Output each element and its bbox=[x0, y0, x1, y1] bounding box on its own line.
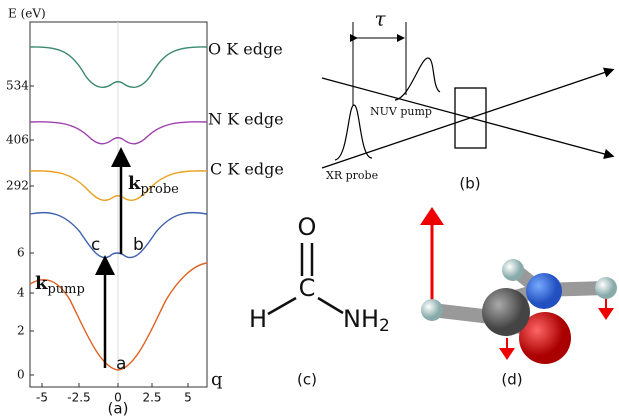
y-tick-label: 0 bbox=[17, 368, 25, 382]
point-label: a bbox=[116, 354, 126, 374]
x-tick-label: -2.5 bbox=[67, 391, 90, 405]
y-tick-label: 6 bbox=[17, 246, 25, 260]
atom-label: H bbox=[249, 305, 267, 333]
y-tick-label: 2 bbox=[17, 324, 25, 338]
probe-symbol: k bbox=[128, 173, 141, 194]
y-tick-label: 292 bbox=[6, 179, 29, 193]
atom-subscript: 2 bbox=[379, 316, 390, 336]
x-tick-label: 0 bbox=[114, 391, 122, 405]
pump-label: NUV pump bbox=[370, 105, 432, 118]
edge-label: N K edge bbox=[208, 110, 284, 129]
atom-o bbox=[519, 312, 571, 364]
edge-label: O K edge bbox=[208, 40, 283, 59]
caption: (a) bbox=[108, 400, 129, 418]
beam bbox=[321, 77, 615, 159]
panel-c: O C H NH2 (c) bbox=[249, 213, 390, 389]
y-axis-label: E (eV) bbox=[8, 7, 46, 21]
pump-symbol: k bbox=[35, 273, 48, 294]
y-tick-label: 534 bbox=[6, 79, 29, 93]
caption: (c) bbox=[297, 371, 317, 389]
pump-pulse bbox=[394, 57, 441, 101]
x-axis-label: q bbox=[211, 369, 223, 390]
point-label: b bbox=[133, 235, 144, 255]
probe-label: kprobe bbox=[128, 173, 179, 197]
probe-pulse bbox=[334, 104, 373, 161]
probe-label: XR probe bbox=[326, 169, 378, 182]
x-tick-label: -5 bbox=[36, 391, 48, 405]
delay-label: τ bbox=[374, 7, 386, 31]
atom-h bbox=[502, 259, 524, 281]
bonds bbox=[267, 243, 344, 316]
y-tick-label: 4 bbox=[17, 286, 25, 300]
panel-b: τ NUV pump XR probe (b) bbox=[321, 7, 615, 193]
pump-label: kpump bbox=[35, 273, 85, 297]
atom-text: NH bbox=[343, 305, 379, 333]
atom-label: C bbox=[299, 274, 316, 302]
panel-d: (d) bbox=[420, 207, 617, 389]
y-tick-label: 406 bbox=[6, 133, 29, 147]
caption: (b) bbox=[459, 175, 480, 193]
pump-subscript: pump bbox=[47, 282, 84, 297]
curves bbox=[29, 46, 208, 371]
probe-subscript: probe bbox=[140, 182, 179, 197]
y-ticks bbox=[30, 85, 189, 387]
x-tick-label: 2.5 bbox=[142, 391, 161, 405]
atom-h bbox=[595, 277, 617, 299]
atom-label: O bbox=[298, 213, 317, 241]
atom-n bbox=[526, 273, 562, 309]
caption: (d) bbox=[501, 371, 522, 389]
atom-label: NH2 bbox=[343, 305, 390, 336]
atom-h bbox=[421, 299, 443, 321]
edge-label: C K edge bbox=[210, 160, 284, 179]
panel-a: E (eV) 534 406 292 6 4 2 0 -5 -2.5 0 2.5… bbox=[6, 7, 284, 418]
x-tick-label: 5 bbox=[184, 391, 192, 405]
sample bbox=[454, 87, 487, 149]
point-label: c bbox=[91, 235, 100, 255]
atom-c bbox=[482, 288, 530, 336]
beam bbox=[321, 67, 615, 169]
